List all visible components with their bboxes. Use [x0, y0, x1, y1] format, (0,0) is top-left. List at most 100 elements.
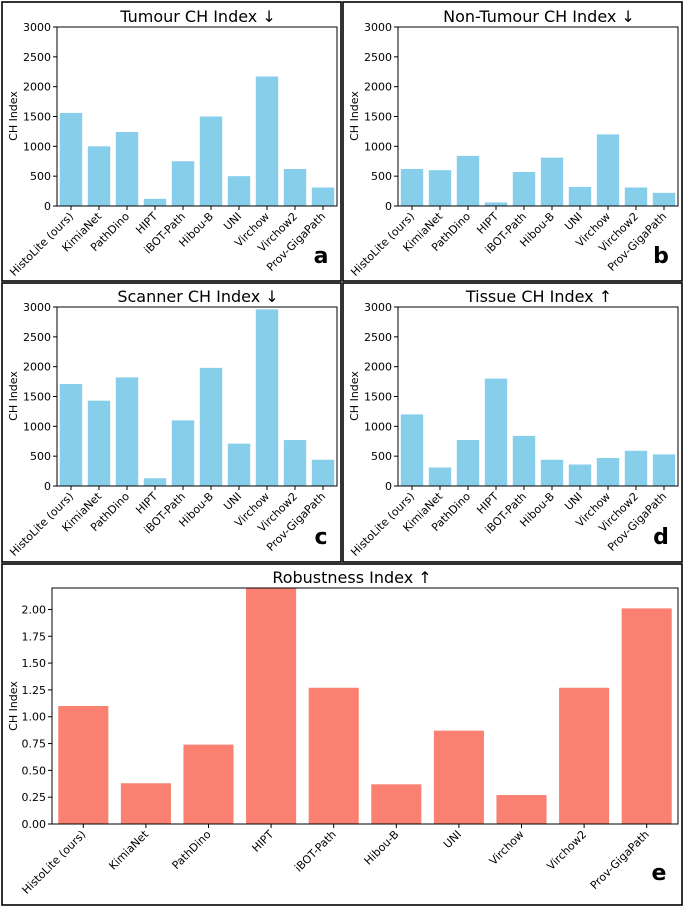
y-tick-label: 1000	[364, 420, 392, 433]
x-tick-label: HIPT	[249, 828, 276, 855]
x-tick-label: PathDino	[169, 828, 213, 872]
bar-virchow	[255, 76, 279, 207]
y-tick-label: 2500	[23, 51, 51, 64]
bar-hibou-b	[199, 116, 223, 206]
y-axis-label: CH Index	[7, 681, 20, 731]
y-axis-label: CH Index	[7, 371, 20, 421]
x-tick-label: KimiaNet	[106, 827, 151, 872]
y-tick-label: 0	[44, 200, 51, 213]
y-tick-label: 1.25	[22, 684, 47, 697]
y-tick-label: 2000	[364, 361, 392, 374]
bar-kimianet	[87, 400, 111, 486]
bar-virchow2	[624, 187, 648, 206]
chart-title: Scanner CH Index ↓	[117, 287, 278, 306]
chart-title: Tissue CH Index ↑	[465, 287, 612, 306]
plot-area-frame	[51, 587, 679, 825]
bar-ibot-path	[171, 161, 195, 206]
panel-frame-a	[1, 1, 342, 282]
x-tick-label: Virchow	[487, 828, 527, 868]
bar-prov-gigapath	[311, 459, 335, 486]
y-tick-label: 3000	[364, 301, 392, 314]
bar-hibou-b	[371, 784, 422, 824]
bar-virchow2	[283, 169, 307, 206]
x-tick-label: Prov-GigaPath	[588, 828, 652, 892]
y-tick-label: 1.75	[22, 630, 47, 643]
chart-robustness-index: 0.00 0.25 0.50 0.75 1.00 1.25 1.50 1.75 2.00 Hist…	[7, 568, 679, 897]
bar-uni	[568, 186, 592, 206]
bar-virchow2	[283, 440, 307, 486]
y-tick-label: 2500	[364, 51, 392, 64]
bar-virchow2	[624, 450, 648, 486]
bar-virchow	[255, 309, 279, 486]
y-tick-label: 1.50	[22, 657, 47, 670]
y-tick-label: 2.00	[22, 603, 47, 616]
panel-letter: c	[314, 525, 327, 550]
bar-histolite-ours	[400, 414, 424, 486]
bar-histolite-ours	[58, 706, 109, 824]
y-tick-label: 1500	[23, 111, 51, 124]
x-tick-label: iBOT-Path	[292, 828, 339, 875]
bar-prov-gigapath	[652, 454, 676, 486]
bar-hipt	[246, 588, 297, 824]
bar-hipt	[484, 202, 508, 206]
y-tick-label: 2500	[364, 331, 392, 344]
y-tick-label: 0.75	[22, 738, 47, 751]
bar-histolite-ours	[59, 383, 83, 486]
x-tick-label: HistoLite (ours)	[20, 828, 89, 897]
bar-kimianet	[120, 783, 171, 824]
panel-frame-d	[342, 282, 683, 563]
y-tick-label: 1000	[23, 420, 51, 433]
y-tick-label: 1000	[23, 140, 51, 153]
y-tick-label: 3000	[23, 21, 51, 34]
panel-frame-c	[1, 282, 342, 563]
y-axis-label: CH Index	[348, 91, 361, 141]
bar-prov-gigapath	[311, 187, 335, 206]
y-tick-label: 0	[385, 200, 392, 213]
y-tick-label: 500	[30, 450, 51, 463]
bar-pathdino	[183, 744, 234, 824]
y-tick-label: 0	[385, 480, 392, 493]
x-tick-label: UNI	[562, 490, 585, 513]
y-tick-label: 500	[371, 450, 392, 463]
y-tick-label: 2000	[364, 81, 392, 94]
bar-kimianet	[428, 467, 452, 486]
x-tick-label: UNI	[221, 210, 244, 233]
y-tick-label: 0.00	[22, 818, 47, 831]
panel-letter: a	[314, 244, 329, 269]
panel-letter: d	[653, 525, 669, 550]
x-tick-label: UNI	[562, 210, 585, 233]
bar-histolite-ours	[400, 169, 424, 206]
bar-pathdino	[456, 440, 480, 486]
bar-pathdino	[115, 132, 139, 206]
bar-uni	[227, 443, 251, 486]
y-tick-label: 1500	[23, 391, 51, 404]
chart-title: Robustness Index ↑	[272, 568, 431, 587]
x-tick-label: Virchow2	[544, 828, 589, 873]
y-tick-label: 0.50	[22, 764, 47, 777]
bar-hipt	[143, 198, 167, 206]
bar-virchow	[596, 457, 620, 486]
bar-prov-gigapath	[652, 192, 676, 206]
y-tick-label: 2000	[23, 81, 51, 94]
bar-ibot-path	[308, 687, 359, 824]
bar-uni	[227, 176, 251, 206]
bar-uni	[433, 730, 484, 824]
bar-virchow	[496, 795, 547, 824]
bar-ibot-path	[512, 435, 536, 486]
y-tick-label: 3000	[364, 21, 392, 34]
panel-frame-e	[1, 563, 683, 906]
bar-hibou-b	[540, 157, 564, 206]
bar-ibot-path	[512, 171, 536, 206]
bar-hibou-b	[540, 459, 564, 486]
y-tick-label: 3000	[23, 301, 51, 314]
y-tick-label: 0.25	[22, 791, 47, 804]
bar-hibou-b	[199, 367, 223, 486]
chart-title: Tumour CH Index ↓	[119, 7, 276, 26]
bar-uni	[568, 464, 592, 486]
y-tick-label: 1000	[364, 140, 392, 153]
y-tick-label: 2500	[23, 331, 51, 344]
